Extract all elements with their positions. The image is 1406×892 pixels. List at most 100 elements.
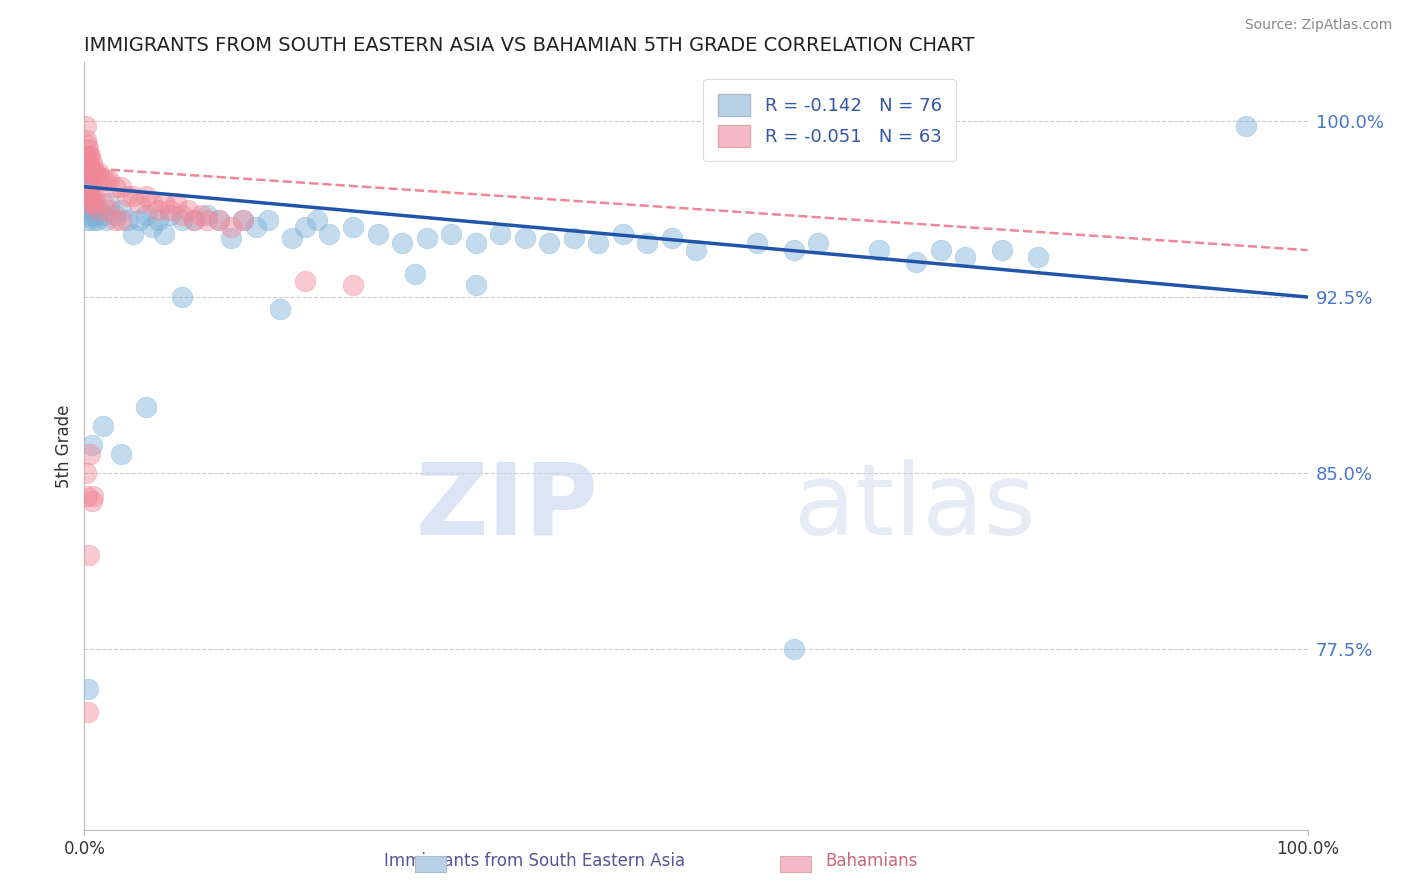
Point (783, 641, 806, 656)
Point (135, 208, 157, 222)
Point (953, 250, 976, 264)
Point (661, 231, 683, 245)
Point (110, 203, 132, 218)
Point (153, 227, 176, 241)
Point (416, 231, 439, 245)
Point (172, 290, 194, 304)
Point (86, 212, 108, 227)
Point (929, 243, 952, 257)
Point (104, 212, 127, 227)
Point (464, 278, 486, 293)
Point (404, 267, 426, 281)
Point (82, 490, 104, 504)
Point (75, 179, 97, 194)
Point (96, 172, 118, 186)
Point (80, 438, 103, 452)
Point (141, 196, 163, 211)
Point (305, 212, 328, 227)
Point (110, 447, 132, 461)
Point (104, 208, 127, 222)
Point (110, 179, 132, 194)
Point (82, 189, 104, 203)
Text: Bahamians: Bahamians (825, 852, 918, 870)
Point (77, 548, 100, 562)
Text: IMMIGRANTS FROM SOUTH EASTERN ASIA VS BAHAMIAN 5TH GRADE CORRELATION CHART: IMMIGRANTS FROM SOUTH EASTERN ASIA VS BA… (84, 36, 974, 54)
Point (208, 212, 231, 227)
Point (636, 236, 658, 251)
Point (75, 149, 97, 163)
Point (141, 219, 163, 234)
Point (80, 494, 103, 508)
Point (905, 255, 928, 269)
Point (146, 212, 169, 227)
Point (77, 706, 100, 720)
Point (159, 208, 181, 222)
Point (91, 419, 114, 434)
Text: Immigrants from South Eastern Asia: Immigrants from South Eastern Asia (384, 852, 685, 870)
Point (79, 447, 101, 461)
Point (269, 301, 291, 316)
Point (83, 203, 105, 218)
Point (104, 179, 127, 194)
Point (294, 219, 316, 234)
Point (685, 243, 707, 257)
Point (342, 278, 364, 293)
Point (367, 227, 389, 241)
Point (232, 212, 254, 227)
Point (513, 231, 536, 245)
Point (991, 243, 1014, 257)
Point (489, 227, 512, 241)
Point (91, 196, 114, 211)
Point (538, 236, 561, 251)
Point (183, 212, 205, 227)
Point (97, 203, 120, 218)
Point (79, 208, 101, 222)
Point (219, 219, 242, 234)
Point (1028, 250, 1050, 264)
Text: Source: ZipAtlas.com: Source: ZipAtlas.com (1244, 18, 1392, 32)
Point (80, 156, 103, 170)
Point (440, 227, 463, 241)
Point (75, 466, 97, 480)
Point (195, 208, 218, 222)
Point (77, 196, 100, 211)
Point (75, 119, 97, 133)
Legend: R = -0.142   N = 76, R = -0.051   N = 63: R = -0.142 N = 76, R = -0.051 N = 63 (703, 79, 956, 161)
Point (342, 219, 364, 234)
Point (783, 243, 806, 257)
Point (122, 189, 145, 203)
Point (76, 490, 98, 504)
Point (77, 185, 100, 199)
Point (146, 203, 169, 218)
Point (97, 172, 120, 186)
Y-axis label: 5th Grade: 5th Grade (55, 404, 73, 488)
Point (79, 189, 101, 203)
Point (869, 243, 891, 257)
Point (391, 236, 413, 251)
Point (77, 156, 100, 170)
Point (87, 166, 110, 180)
Point (294, 274, 316, 288)
Point (257, 212, 280, 227)
Point (219, 231, 242, 245)
Point (75, 133, 97, 147)
Point (77, 196, 100, 211)
Point (91, 208, 114, 222)
Point (177, 203, 200, 218)
Point (79, 149, 101, 163)
Text: atlas: atlas (794, 458, 1035, 556)
Point (183, 212, 205, 227)
Point (80, 196, 103, 211)
Point (135, 189, 157, 203)
Point (76, 198, 98, 212)
Point (612, 227, 634, 241)
Point (77, 212, 100, 227)
Point (83, 196, 105, 211)
Point (91, 172, 114, 186)
Point (84, 166, 107, 180)
Point (83, 166, 105, 180)
Point (82, 161, 104, 175)
Point (110, 212, 132, 227)
Text: ZIP: ZIP (415, 458, 598, 556)
Point (76, 172, 98, 186)
